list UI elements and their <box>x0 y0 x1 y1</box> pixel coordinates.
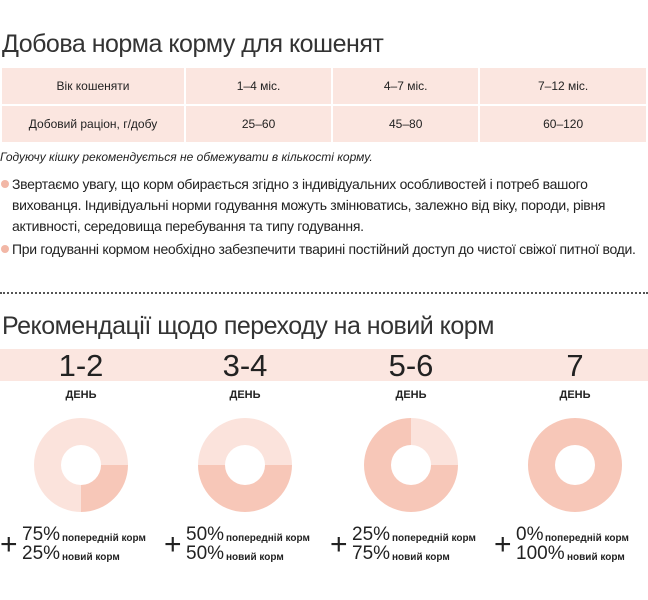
new-percent: 75% <box>352 543 391 564</box>
old-percent: 75% <box>22 524 61 545</box>
plus-sign: + <box>0 528 18 561</box>
donut <box>364 418 458 512</box>
table-cell: Добовий раціон, г/добу <box>0 104 186 144</box>
old-share <box>34 418 128 512</box>
donut <box>198 418 292 512</box>
header-cell: 4–7 міс. <box>331 66 481 106</box>
day-unit: ДЕНЬ <box>559 389 591 401</box>
day-column: 1-2 ДЕНЬ <box>0 349 162 515</box>
section-title: Рекомендації щодо переходу на новий корм <box>2 312 494 340</box>
donut <box>527 418 623 512</box>
day-unit: ДЕНЬ <box>229 389 261 401</box>
old-label: попередній корм <box>226 533 310 544</box>
plus-sign: + <box>494 528 512 561</box>
old-label: попередній корм <box>545 533 629 544</box>
new-label: новий корм <box>392 552 450 563</box>
day-number: 7 <box>566 348 584 383</box>
day-band <box>0 349 648 381</box>
donut <box>34 418 128 512</box>
table-cell: 25–60 <box>183 104 334 144</box>
new-share <box>81 465 128 512</box>
new-percent: 50% <box>186 543 225 564</box>
new-share <box>198 465 292 512</box>
bullet: Звертаємо увагу, що корм обирається згід… <box>0 174 640 237</box>
old-label: попередній корм <box>62 533 146 544</box>
old-percent: 25% <box>352 524 391 545</box>
old-share <box>198 418 292 465</box>
new-label: новий корм <box>226 552 284 563</box>
legend: +25% 75% попередній корм новий корм <box>330 524 492 570</box>
divider <box>0 292 648 294</box>
new-label: новий корм <box>62 552 120 563</box>
table-row: Вік кошеняти 1–4 міс. 4–7 міс. 7–12 міс. <box>0 66 648 106</box>
old-label: попередній корм <box>392 533 476 544</box>
new-label: новий корм <box>567 552 625 563</box>
new-share <box>527 418 623 512</box>
bullet-list: Звертаємо увагу, що корм обирається згід… <box>0 174 640 262</box>
table-row: Добовий раціон, г/добу 25–60 45–80 60–120 <box>0 104 648 144</box>
plus-sign: + <box>164 528 182 561</box>
day-number: 1-2 <box>58 348 104 383</box>
section-title: Добова норма корму для кошенят <box>2 30 384 58</box>
old-share <box>411 418 458 465</box>
old-percent: 50% <box>186 524 225 545</box>
table-cell: 45–80 <box>331 104 481 144</box>
legend: +0% 100% попередній корм новий корм <box>494 524 648 570</box>
bullet: При годуванні кормом необхідно забезпечи… <box>0 239 640 260</box>
day-unit: ДЕНЬ <box>395 389 427 401</box>
norm-table: Вік кошеняти 1–4 міс. 4–7 міс. 7–12 міс. Доб… <box>0 66 648 144</box>
old-percent: 0% <box>516 524 544 545</box>
legend: +75% 25% попередній корм новий корм <box>0 524 162 570</box>
note: Годуючу кішку рекомендується не обмежува… <box>0 150 373 164</box>
day-column: 5-6 ДЕНЬ <box>330 349 492 515</box>
new-percent: 25% <box>22 543 61 564</box>
plus-sign: + <box>330 528 348 561</box>
legend: +50% 50% попередній корм новий корм <box>164 524 326 570</box>
day-unit: ДЕНЬ <box>65 389 97 401</box>
new-share <box>364 418 458 512</box>
new-percent: 100% <box>516 543 565 564</box>
day-column: 7 ДЕНЬ <box>494 349 648 515</box>
header-cell: 1–4 міс. <box>183 66 334 106</box>
header-cell: 7–12 міс. <box>478 66 648 106</box>
day-number: 3-4 <box>222 348 268 383</box>
header-cell: Вік кошеняти <box>0 66 186 106</box>
table-cell: 60–120 <box>478 104 648 144</box>
day-column: 3-4 ДЕНЬ <box>164 349 326 515</box>
day-number: 5-6 <box>388 348 434 383</box>
